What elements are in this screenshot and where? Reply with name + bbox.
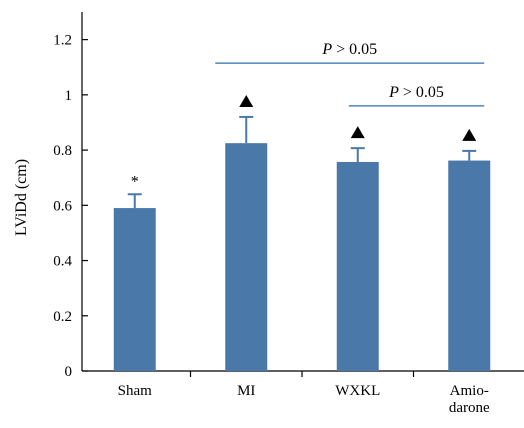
x-tick-label: WXKL bbox=[335, 383, 380, 399]
axes: 0 0.2 0.4 0.6 0.8 1 1.2 Sham MI WXKL Amio-darone bbox=[53, 12, 524, 416]
y-tick-label: 0 bbox=[65, 364, 73, 380]
x-tick-label: darone bbox=[449, 400, 490, 416]
y-tick-label: 1.2 bbox=[53, 33, 72, 49]
bar bbox=[225, 143, 268, 371]
annotations: P > 0.05 P > 0.05 bbox=[215, 41, 485, 107]
bar bbox=[448, 160, 491, 371]
y-tick-label: 0.6 bbox=[53, 198, 72, 214]
triangle-marker bbox=[239, 94, 254, 107]
significance-label: P > 0.05 bbox=[321, 41, 377, 58]
triangle-marker bbox=[350, 126, 365, 139]
y-tick-label: 0.8 bbox=[53, 143, 72, 159]
significance-label: P > 0.05 bbox=[388, 84, 444, 101]
significance-asterisk: * bbox=[131, 173, 139, 190]
y-axis-title: LViDd (cm) bbox=[13, 159, 30, 236]
x-tick-label: Amio- bbox=[450, 383, 489, 399]
x-tick-label: Sham bbox=[118, 383, 153, 399]
y-tick-label: 1 bbox=[65, 88, 73, 104]
y-tick-label: 0.4 bbox=[53, 254, 72, 270]
x-tick-label: MI bbox=[237, 383, 255, 399]
y-tick-label: 0.2 bbox=[53, 309, 72, 325]
bars: * bbox=[113, 94, 491, 371]
triangle-marker bbox=[462, 128, 477, 141]
bar bbox=[336, 161, 379, 371]
bar bbox=[113, 208, 156, 371]
